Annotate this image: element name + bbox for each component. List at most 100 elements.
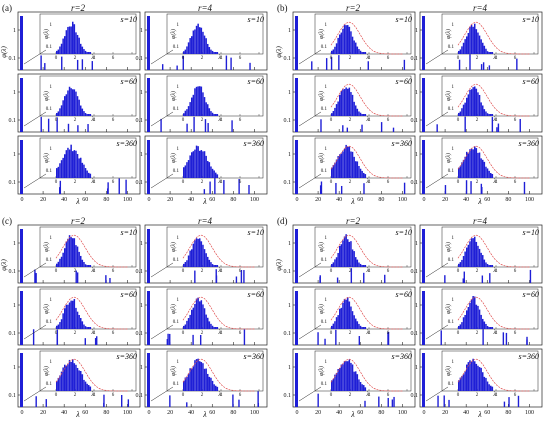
inset-bar bbox=[195, 145, 198, 178]
inset-x-tick-label: 0 bbox=[457, 393, 460, 398]
inset-bar bbox=[189, 102, 191, 116]
inset-bar bbox=[358, 111, 360, 116]
inset-bar bbox=[210, 49, 212, 54]
inset-bar bbox=[458, 167, 460, 178]
y-tick-label: 0.1 bbox=[136, 393, 144, 399]
inset-bar bbox=[332, 110, 335, 116]
inset-y-tick-label: 1 bbox=[50, 360, 53, 365]
inset-x-tick-label: 4 bbox=[495, 331, 498, 336]
y-tick-label: 1 bbox=[13, 303, 16, 309]
inset-x-tick-label: 2 bbox=[349, 393, 352, 398]
outlier-bar bbox=[496, 127, 498, 132]
x-axis-label: λ bbox=[75, 410, 80, 419]
column-label: r=4 bbox=[198, 3, 213, 13]
inset-y-tick-label: 1 bbox=[325, 360, 328, 365]
outlier-bar bbox=[35, 396, 37, 407]
inset-xlabel: λ bbox=[90, 330, 94, 336]
inset-bar bbox=[488, 327, 490, 329]
x-tick-label: 40 bbox=[463, 197, 469, 203]
inset-bar bbox=[342, 151, 344, 178]
inset-bar bbox=[86, 265, 88, 267]
inset-x-tick-label: 6 bbox=[112, 269, 115, 274]
inset-bar bbox=[335, 317, 338, 329]
row-label: s=60 bbox=[522, 290, 539, 299]
inset-ylabel: φ(λ) bbox=[170, 304, 177, 314]
inset-xlabel: λ bbox=[365, 117, 369, 123]
inset-bar bbox=[477, 92, 479, 116]
inset-x-tick-label: 4 bbox=[368, 393, 371, 398]
inset-x-tick-label: 6 bbox=[239, 180, 242, 185]
outlier-bar bbox=[75, 270, 77, 283]
inset-bar bbox=[187, 106, 190, 116]
inset-x-tick-label: 2 bbox=[476, 269, 479, 274]
inset-bar bbox=[462, 159, 465, 178]
inset-bar bbox=[213, 52, 215, 54]
inset-bar bbox=[477, 365, 479, 391]
x-tick-label: 60 bbox=[209, 197, 215, 203]
bulk-bar bbox=[20, 291, 23, 345]
inset-bar bbox=[340, 364, 343, 391]
outlier-bar bbox=[387, 332, 389, 345]
y-tick-label: 0.1 bbox=[136, 56, 144, 62]
inset-y-tick-label: 1 bbox=[177, 236, 180, 241]
inset-bar bbox=[78, 370, 80, 391]
inset-bar bbox=[461, 162, 463, 178]
bulk-bar bbox=[422, 16, 425, 70]
inset-bar bbox=[340, 244, 343, 267]
outlier-bar bbox=[363, 272, 365, 283]
inset-bar bbox=[363, 385, 365, 391]
inset-x-tick-label: 6 bbox=[239, 56, 242, 61]
inset-bar bbox=[462, 42, 465, 54]
inset-bar bbox=[480, 39, 482, 54]
inset-bar bbox=[205, 253, 207, 267]
inset-bar bbox=[466, 310, 468, 329]
inset-x-tick-label: 6 bbox=[112, 56, 115, 61]
outlier-bar bbox=[403, 59, 406, 70]
inset-bar bbox=[356, 321, 359, 329]
outlier-bar bbox=[161, 64, 164, 70]
outlier-bar bbox=[231, 120, 233, 132]
inset-bar bbox=[72, 300, 74, 329]
panel-frame bbox=[419, 73, 543, 133]
inset-bar bbox=[81, 108, 84, 116]
inset-bar bbox=[191, 249, 193, 267]
inset-bar bbox=[337, 369, 339, 391]
inset-bar bbox=[356, 374, 359, 391]
y-tick-label: 0.1 bbox=[411, 269, 419, 275]
inset-bar bbox=[356, 46, 359, 54]
x-tick-label: 0 bbox=[21, 410, 24, 416]
inset-y-tick-label: 0.1 bbox=[448, 45, 455, 50]
x-tick-label: 20 bbox=[167, 410, 173, 416]
x-tick-label: 80 bbox=[505, 410, 511, 416]
inset-y-tick-label: 0.1 bbox=[321, 107, 328, 112]
inset-bar bbox=[355, 257, 357, 267]
outlier-bar bbox=[335, 329, 337, 345]
inset-bar bbox=[88, 327, 90, 329]
inset-bar bbox=[203, 35, 206, 54]
inset-bar bbox=[75, 150, 77, 178]
reference-curve bbox=[55, 358, 128, 392]
y-axis-label: φ(λ) bbox=[275, 46, 283, 58]
zoom-connector bbox=[425, 324, 449, 340]
inset-x-tick-label: 4 bbox=[368, 331, 371, 336]
inset-bar bbox=[351, 364, 354, 391]
inset-x-tick-label: 6 bbox=[112, 118, 115, 123]
inset-bar bbox=[65, 30, 68, 54]
row-label: s=60 bbox=[247, 77, 264, 86]
inset-ylabel: φ(λ) bbox=[445, 153, 452, 163]
inset-ylabel: φ(λ) bbox=[318, 153, 325, 163]
inset-x-tick-label: 6 bbox=[239, 331, 242, 336]
x-tick-label: 100 bbox=[398, 410, 407, 416]
inset-x-tick-label: 4 bbox=[220, 56, 223, 61]
inset-bar bbox=[462, 374, 465, 391]
inset-y-tick-label: 0.1 bbox=[173, 169, 180, 174]
inset-bar bbox=[183, 113, 185, 116]
y-tick-label: 1 bbox=[13, 90, 16, 96]
inset-y-tick-label: 1 bbox=[325, 85, 328, 90]
panel-frame bbox=[419, 348, 543, 408]
inset-bar bbox=[477, 305, 479, 329]
outlier-bar bbox=[169, 395, 171, 407]
x-tick-label: 80 bbox=[230, 410, 236, 416]
inset-bar bbox=[60, 319, 63, 329]
inset-y-tick-label: 1 bbox=[177, 23, 180, 28]
